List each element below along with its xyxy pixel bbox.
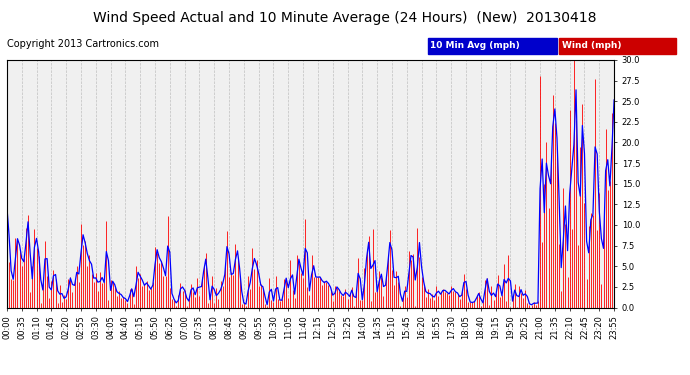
FancyBboxPatch shape [428,38,557,54]
Text: Copyright 2013 Cartronics.com: Copyright 2013 Cartronics.com [7,39,159,50]
FancyBboxPatch shape [560,38,676,54]
Text: Wind (mph): Wind (mph) [562,42,622,51]
Text: Wind Speed Actual and 10 Minute Average (24 Hours)  (New)  20130418: Wind Speed Actual and 10 Minute Average … [93,11,597,25]
Text: 10 Min Avg (mph): 10 Min Avg (mph) [431,42,520,51]
